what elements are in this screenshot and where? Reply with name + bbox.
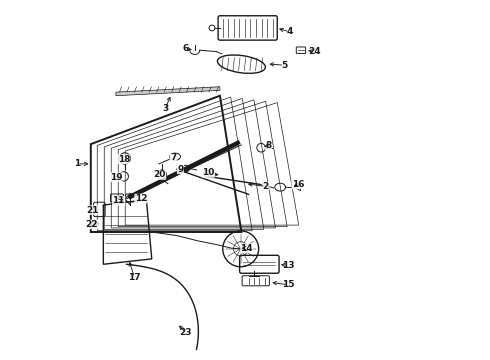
Text: 24: 24 — [309, 47, 321, 56]
Polygon shape — [116, 87, 220, 96]
Circle shape — [91, 220, 98, 227]
Text: 14: 14 — [241, 244, 253, 253]
Text: 17: 17 — [128, 273, 141, 282]
Text: 13: 13 — [282, 261, 294, 270]
Text: 11: 11 — [113, 196, 125, 205]
Text: 22: 22 — [85, 220, 98, 229]
Text: 6: 6 — [183, 44, 189, 53]
Text: 16: 16 — [292, 180, 304, 189]
Text: 8: 8 — [265, 141, 271, 150]
Text: 20: 20 — [153, 171, 166, 180]
Text: 12: 12 — [135, 194, 147, 203]
Text: 5: 5 — [281, 61, 288, 70]
Text: 18: 18 — [118, 155, 130, 164]
Text: 15: 15 — [282, 280, 294, 289]
Text: 19: 19 — [110, 173, 122, 182]
Text: 7: 7 — [170, 153, 176, 162]
Text: 21: 21 — [86, 206, 99, 215]
Text: 3: 3 — [162, 104, 168, 113]
Text: 23: 23 — [179, 328, 192, 337]
Text: 9: 9 — [177, 165, 184, 174]
Text: 10: 10 — [202, 168, 215, 177]
Text: 4: 4 — [287, 27, 293, 36]
Text: 1: 1 — [74, 159, 80, 168]
Text: 2: 2 — [263, 182, 269, 191]
